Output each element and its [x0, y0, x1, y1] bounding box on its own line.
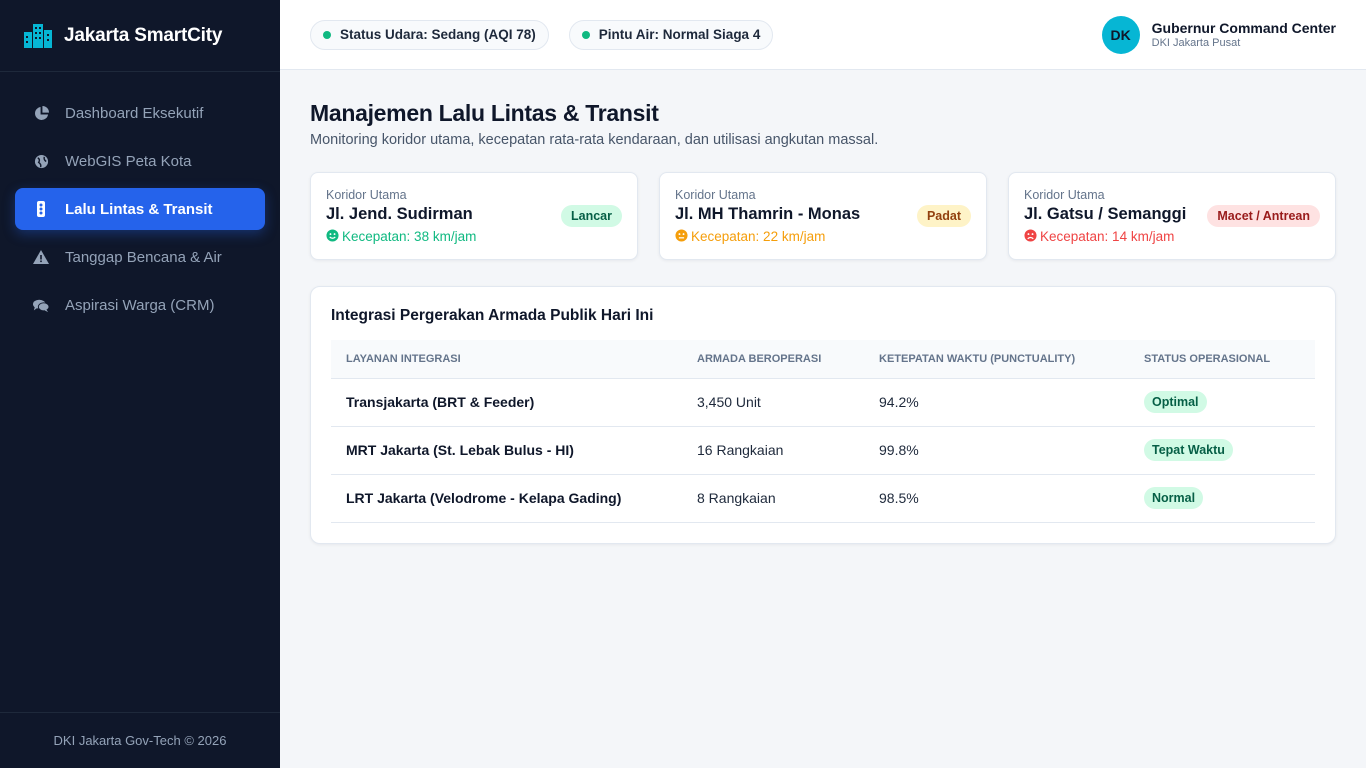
fleet-table-title: Integrasi Pergerakan Armada Publik Hari … — [331, 307, 654, 324]
card-label: Koridor Utama — [326, 187, 407, 202]
status-badge: Normal — [1144, 487, 1204, 509]
corridor-card[interactable]: Koridor Utama Jl. MH Thamrin - Monas Kec… — [659, 172, 987, 260]
status-badge: Macet / Antrean — [1207, 205, 1320, 227]
punctuality-cell: 94.2% — [864, 378, 1129, 427]
topbar: Status Udara: Sedang (AQI 78) Pintu Air:… — [280, 0, 1366, 70]
column-header[interactable]: KETEPATAN WAKTU (PUNCTUALITY) — [864, 340, 1129, 379]
speed-text: Kecepatan: 14 km/jam — [1040, 229, 1175, 244]
speed-text: Kecepatan: 22 km/jam — [691, 229, 826, 244]
status-badge: Tepat Waktu — [1144, 439, 1233, 461]
sad-face-icon — [1024, 228, 1037, 245]
card-speed: Kecepatan: 22 km/jam — [675, 228, 860, 245]
corridor-cards: Koridor Utama Jl. Jend. Sudirman Kecepat… — [310, 172, 1336, 260]
sidebar-item-disaster[interactable]: Tanggap Bencana & Air — [15, 236, 265, 278]
status-cell: Optimal — [1129, 378, 1315, 427]
fleet-table: LAYANAN INTEGRASI ARMADA BEROPERASI KETE… — [331, 340, 1315, 523]
content: Manajemen Lalu Lintas & Transit Monitori… — [280, 70, 1366, 574]
sidebar-footer: DKI Jakarta Gov-Tech © 2026 — [0, 712, 280, 768]
column-header[interactable]: STATUS OPERASIONAL — [1129, 340, 1315, 379]
user-profile[interactable]: DK Gubernur Command Center DKI Jakarta P… — [1101, 15, 1336, 54]
table-row[interactable]: MRT Jakarta (St. Lebak Bulus - HI) 16 Ra… — [331, 426, 1315, 475]
status-dot-icon — [323, 30, 331, 39]
sidebar-item-label: Tanggap Bencana & Air — [65, 248, 222, 266]
card-title: Jl. Gatsu / Semanggi — [1024, 204, 1187, 223]
sidebar-item-label: Dashboard Eksekutif — [65, 104, 204, 122]
status-cell: Tepat Waktu — [1129, 426, 1315, 475]
page-subtitle: Monitoring koridor utama, kecepatan rata… — [310, 132, 879, 148]
page-title: Manajemen Lalu Lintas & Transit — [310, 100, 659, 126]
main: Status Udara: Sedang (AQI 78) Pintu Air:… — [280, 0, 1366, 768]
fleet-cell: 3,450 Unit — [682, 378, 864, 427]
globe-icon — [33, 153, 49, 169]
card-label: Koridor Utama — [1024, 187, 1105, 202]
status-badge: Optimal — [1144, 391, 1207, 413]
chat-bubbles-icon — [33, 297, 49, 313]
sidebar-nav: Dashboard Eksekutif WebGIS Peta Kota Lal… — [0, 72, 280, 712]
status-dot-icon — [581, 30, 590, 39]
neutral-face-icon — [675, 228, 688, 245]
floodgate-pill[interactable]: Pintu Air: Normal Siaga 4 — [568, 19, 774, 50]
status-pills: Status Udara: Sedang (AQI 78) Pintu Air:… — [310, 19, 774, 50]
air-quality-pill[interactable]: Status Udara: Sedang (AQI 78) — [310, 19, 549, 50]
punctuality-cell: 99.8% — [864, 426, 1129, 475]
sidebar-item-label: Lalu Lintas & Transit — [65, 200, 213, 218]
card-title: Jl. MH Thamrin - Monas — [675, 204, 861, 223]
user-location: DKI Jakarta Pusat — [1151, 37, 1241, 49]
pill-label: Pintu Air: Normal Siaga 4 — [598, 27, 761, 42]
status-cell: Normal — [1129, 474, 1315, 523]
service-cell: Transjakarta (BRT & Feeder) — [331, 378, 682, 427]
service-cell: LRT Jakarta (Velodrome - Kelapa Gading) — [331, 474, 682, 523]
sidebar: Jakarta SmartCity Dashboard Eksekutif We… — [0, 0, 280, 768]
table-header-row: LAYANAN INTEGRASI ARMADA BEROPERASI KETE… — [331, 340, 1315, 379]
table-row[interactable]: Transjakarta (BRT & Feeder) 3,450 Unit 9… — [331, 378, 1315, 427]
pie-chart-icon — [33, 105, 49, 121]
user-name: Gubernur Command Center — [1151, 20, 1336, 36]
sidebar-item-dashboard[interactable]: Dashboard Eksekutif — [15, 92, 265, 134]
card-label: Koridor Utama — [675, 187, 756, 202]
sidebar-item-traffic[interactable]: Lalu Lintas & Transit — [15, 188, 265, 230]
service-cell: MRT Jakarta (St. Lebak Bulus - HI) — [331, 426, 682, 475]
fleet-table-card: Integrasi Pergerakan Armada Publik Hari … — [310, 286, 1336, 544]
fleet-cell: 8 Rangkaian — [682, 474, 864, 523]
sidebar-item-label: Aspirasi Warga (CRM) — [65, 296, 215, 314]
corridor-card[interactable]: Koridor Utama Jl. Jend. Sudirman Kecepat… — [310, 172, 638, 260]
sidebar-item-label: WebGIS Peta Kota — [65, 152, 192, 170]
warning-triangle-icon — [33, 249, 49, 265]
smile-icon — [326, 228, 339, 245]
card-speed: Kecepatan: 38 km/jam — [326, 228, 477, 245]
brand[interactable]: Jakarta SmartCity — [0, 0, 280, 72]
avatar: DK — [1101, 15, 1140, 54]
city-buildings-icon — [24, 23, 52, 48]
card-title: Jl. Jend. Sudirman — [326, 204, 473, 223]
pill-label: Status Udara: Sedang (AQI 78) — [340, 27, 536, 42]
corridor-card[interactable]: Koridor Utama Jl. Gatsu / Semanggi Kecep… — [1008, 172, 1336, 260]
status-badge: Padat — [916, 205, 971, 227]
traffic-light-icon — [33, 201, 49, 217]
sidebar-item-crm[interactable]: Aspirasi Warga (CRM) — [15, 284, 265, 326]
sidebar-item-webgis[interactable]: WebGIS Peta Kota — [15, 140, 265, 182]
table-row[interactable]: LRT Jakarta (Velodrome - Kelapa Gading) … — [331, 474, 1315, 523]
column-header[interactable]: ARMADA BEROPERASI — [682, 340, 864, 379]
column-header[interactable]: LAYANAN INTEGRASI — [331, 340, 682, 379]
speed-text: Kecepatan: 38 km/jam — [342, 229, 477, 244]
brand-name: Jakarta SmartCity — [64, 24, 223, 46]
fleet-cell: 16 Rangkaian — [682, 426, 864, 475]
punctuality-cell: 98.5% — [864, 474, 1129, 523]
status-badge: Lancar — [561, 205, 622, 227]
card-speed: Kecepatan: 14 km/jam — [1024, 228, 1186, 245]
